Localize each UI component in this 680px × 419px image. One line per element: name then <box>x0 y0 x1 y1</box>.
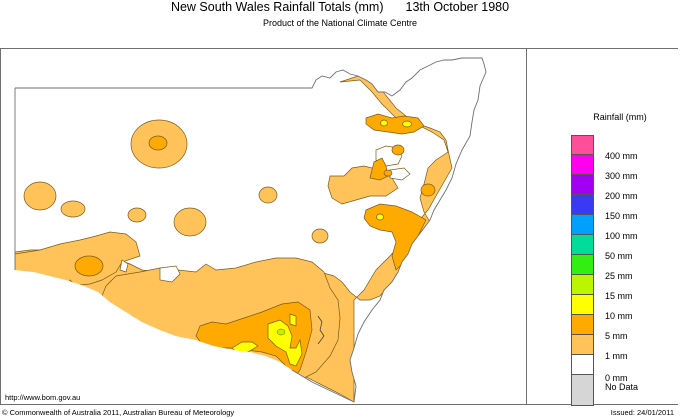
legend-label: 400 mm <box>605 151 638 161</box>
act-border <box>317 315 325 345</box>
title-date: 13th October 1980 <box>405 0 510 14</box>
map-title: New South Wales Rainfall Totals (mm) 13th… <box>0 0 680 15</box>
legend-swatch-15-25 <box>571 275 594 295</box>
state-border <box>14 57 487 403</box>
legend-label: 300 mm <box>605 171 638 181</box>
legend-label-no-data: No Data <box>605 382 639 392</box>
legend-label: 25 mm <box>605 271 633 281</box>
legend-label: 100 mm <box>605 231 638 241</box>
issued-date: Issued: 24/01/2011 <box>610 408 674 417</box>
legend-swatch-300-400 <box>571 155 594 175</box>
legend-swatch-1-5 <box>571 335 594 355</box>
legend-swatch-10-15 <box>571 295 594 315</box>
legend-title: Rainfall (mm) <box>593 112 647 122</box>
legend-label: 50 mm <box>605 251 633 261</box>
legend-swatch-200-300 <box>571 175 594 195</box>
legend-label: 10 mm <box>605 311 633 321</box>
legend-swatch-no-data <box>571 375 594 406</box>
legend-label: 0 mm <box>605 373 628 383</box>
map-frame <box>0 48 678 405</box>
legend-divider <box>526 48 527 405</box>
legend-label: 200 mm <box>605 191 638 201</box>
copyright-text: © Commonwealth of Australia 2011, Austra… <box>2 408 235 417</box>
rainfall-layer <box>15 75 453 402</box>
legend-swatch-150-200 <box>571 195 594 215</box>
legend-swatch-50-100 <box>571 235 594 255</box>
legend-swatch-5-10 <box>571 315 594 335</box>
legend-swatch-above-400 <box>571 135 594 155</box>
legend-label: 15 mm <box>605 291 633 301</box>
legend-swatch-100-150 <box>571 215 594 235</box>
map-subtitle: Product of the National Climate Centre <box>262 18 418 28</box>
legend-label: 1 mm <box>605 351 628 361</box>
nsw-rainfall-map <box>14 57 487 403</box>
legend-swatch-25-50 <box>571 255 594 275</box>
legend-label: 5 mm <box>605 331 628 341</box>
legend-label: 150 mm <box>605 211 638 221</box>
legend-swatch-0-1 <box>571 355 594 375</box>
bom-url-link[interactable]: http://www.bom.gov.au <box>5 393 81 402</box>
title-text: New South Wales Rainfall Totals (mm) <box>170 0 384 14</box>
